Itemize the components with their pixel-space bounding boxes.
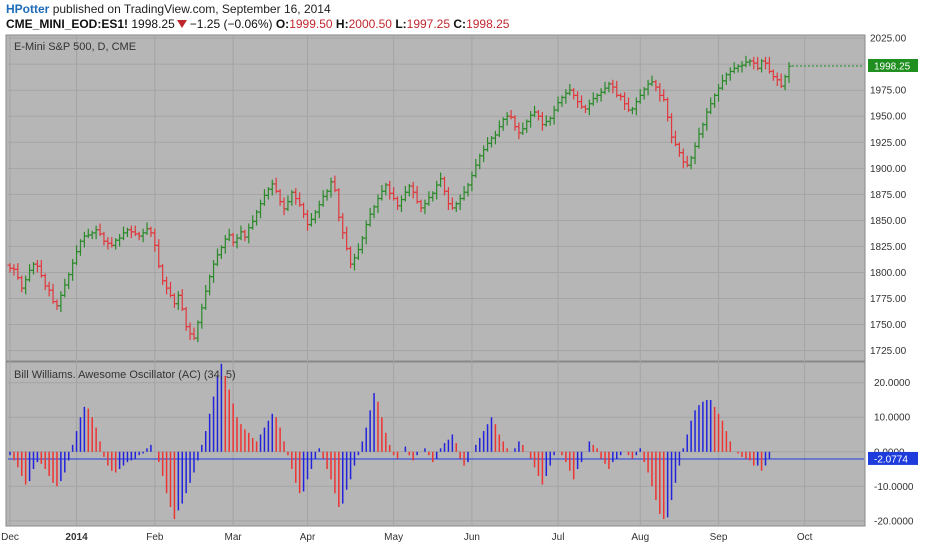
close-value: 1998.25 — [466, 17, 510, 31]
publish-line: HPotter published on TradingView.com, Se… — [6, 2, 331, 16]
time-tick-label: May — [384, 532, 403, 543]
time-axis[interactable]: Dec 2014 Feb Mar Apr May Jun Jul Aug Sep Oct — [1, 532, 813, 543]
time-tick-label: Sep — [710, 532, 728, 543]
price-tick-label: 2025.00 — [870, 34, 907, 45]
price-tick-label: 1925.00 — [870, 138, 907, 149]
open-label: O: — [275, 17, 290, 31]
time-tick-label: Oct — [797, 532, 813, 543]
oscillator-tick-label: -20.0000 — [874, 516, 914, 527]
time-tick-label: Jun — [464, 532, 480, 543]
price-tick-label: 1975.00 — [870, 86, 907, 97]
last-price-tag-bg — [868, 58, 918, 72]
time-tick-label: Jul — [552, 532, 565, 543]
time-tick-label: Aug — [631, 532, 649, 543]
high-value: 2000.50 — [348, 17, 392, 31]
symbol-label[interactable]: CME_MINI_EOD:ES1! — [6, 17, 129, 31]
chart-header: HPotter published on TradingView.com, Se… — [0, 0, 932, 34]
low-value: 1997.25 — [406, 17, 451, 31]
oscillator-pane[interactable] — [5, 361, 866, 527]
price-tick-label: 1875.00 — [870, 190, 907, 201]
oscillator-tick-label: 20.0000 — [874, 378, 911, 389]
price-tick-label: 1825.00 — [870, 242, 907, 253]
price-tick-label: 1850.00 — [870, 216, 907, 227]
time-tick-label: Dec — [1, 532, 19, 543]
oscillator-tick-label: 10.0000 — [874, 413, 911, 424]
price-pane[interactable] — [5, 34, 866, 362]
down-arrow-icon — [176, 20, 187, 28]
price-tick-label: 1900.00 — [870, 164, 907, 175]
oscillator-bars — [9, 363, 771, 520]
price-bars — [7, 55, 792, 343]
time-tick-label: Mar — [225, 532, 243, 543]
ohlc-bar — [786, 62, 792, 83]
price-tick-label: 1750.00 — [870, 320, 907, 331]
price-change: −1.25 (−0.06%) — [189, 17, 273, 31]
grid-lines — [8, 35, 864, 526]
time-tick-label: 2014 — [65, 532, 88, 543]
oscillator-tick-label: -10.0000 — [874, 482, 914, 493]
last-price-tag: 1998.25 — [868, 58, 918, 72]
ohlc-line: CME_MINI_EOD:ES1! 1998.25 −1.25 (−0.06%) … — [6, 17, 509, 31]
last-oscillator-tag: -2.0774 — [868, 451, 918, 465]
price-tick-label: 1725.00 — [870, 346, 907, 357]
published-text: published on TradingView.com, September … — [52, 2, 331, 16]
price-pane-title: E-Mini S&P 500, D, CME — [14, 41, 136, 53]
open-value: 1999.50 — [289, 17, 333, 31]
close-label: C: — [453, 17, 467, 31]
low-label: L: — [395, 17, 407, 31]
last-price-tag-text: 1998.25 — [874, 61, 911, 72]
last-price: 1998.25 — [131, 17, 175, 31]
high-label: H: — [335, 17, 349, 31]
last-oscillator-tag-bg — [868, 451, 918, 465]
last-oscillator-tag-text: -2.0774 — [874, 454, 908, 465]
oscillator-pane-title: Bill Williams. Awesome Oscillator (AC) (… — [14, 369, 236, 381]
time-tick-label: Apr — [300, 532, 316, 543]
price-tick-label: 1775.00 — [870, 294, 907, 305]
author-link[interactable]: HPotter — [6, 2, 50, 16]
price-tick-label: 1950.00 — [870, 112, 907, 123]
time-tick-label: Feb — [146, 532, 164, 543]
price-tick-label: 1800.00 — [870, 268, 907, 279]
